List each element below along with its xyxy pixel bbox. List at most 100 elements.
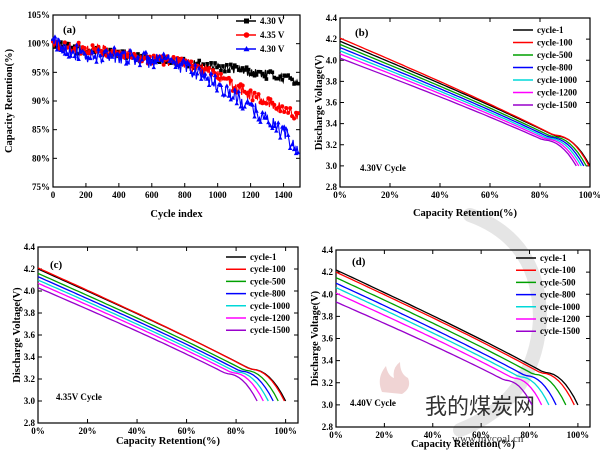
data-point [151,65,156,70]
data-point [292,116,297,121]
x-tick-label: 0 [51,190,56,200]
data-point [274,128,279,133]
data-point [153,60,158,65]
x-tick-label: 20% [375,430,393,440]
x-tick-label: 20% [79,426,97,436]
data-point [284,74,288,78]
data-point [167,58,172,63]
data-point [258,119,263,124]
data-point [155,58,160,63]
y-tick-label: 3.2 [326,140,338,150]
panel-label: (a) [63,24,76,36]
data-point [292,82,296,86]
x-tick-label: 0% [329,430,343,440]
series-line [335,277,567,406]
data-point [64,52,70,57]
data-point [280,77,285,82]
data-point [214,88,220,93]
data-point [238,104,243,109]
data-point [108,51,113,56]
data-point [212,73,218,78]
data-point [242,68,247,72]
data-point [74,42,79,47]
legend-label: cycle-1000 [540,302,580,312]
legend-label: cycle-1200 [540,314,580,324]
data-point [161,51,166,56]
series-line [37,279,269,402]
data-point [232,63,237,67]
data-point [282,109,287,114]
data-point [244,65,249,70]
data-point [218,71,223,76]
data-point [102,45,107,50]
data-point [232,87,237,92]
x-tick-label: 40% [431,190,449,200]
data-point [201,62,205,66]
series-line [339,53,580,167]
data-point [123,61,129,66]
x-tick-label: 1400 [275,190,294,200]
cycle-annotation: 4.40V Cycle [350,398,396,408]
series-line [37,282,264,402]
data-point [53,45,57,49]
data-point [90,50,95,55]
data-point [56,37,62,42]
data-point [296,81,300,86]
data-point [159,57,164,62]
y-tick-label: 3.6 [326,98,338,108]
y-tick-label: 4.2 [326,34,338,44]
legend-label: cycle-100 [537,38,573,48]
data-point [92,50,97,54]
series-line [339,50,582,167]
x-tick-label: 60% [481,190,499,200]
data-point [276,105,281,110]
data-point [236,89,241,94]
data-point [252,114,257,119]
data-point [125,60,131,65]
x-axis-label: Capacity Retention(%) [116,436,221,447]
x-axis-label: Cycle index [150,209,203,220]
legend-label: cycle-1500 [250,325,290,335]
data-point [199,76,204,81]
data-point [264,115,269,120]
legend-label: cycle-1 [540,253,567,263]
data-point [50,36,56,41]
data-point [282,73,286,78]
data-point [246,67,251,72]
data-point [136,52,140,56]
data-point [221,64,225,68]
data-point [100,58,105,63]
data-point [268,69,273,73]
x-tick-label: 800 [178,190,192,200]
data-point [209,61,213,65]
series-line [37,276,274,402]
data-point [108,47,113,52]
data-point [129,52,135,57]
data-point [225,63,229,67]
data-point [252,73,257,78]
x-tick-label: 0% [31,426,45,436]
y-tick-label: 3.0 [326,161,338,171]
legend-label: cycle-800 [537,63,573,73]
data-point [270,125,275,130]
data-point [234,64,239,69]
data-point [280,104,285,109]
data-point [224,83,230,88]
data-point [213,71,218,76]
legend-label: cycle-1500 [537,100,577,110]
legend-label: cycle-100 [250,264,286,274]
data-point [272,123,277,128]
legend-label: cycle-1 [250,252,277,262]
data-point [231,65,235,70]
series-line [339,57,577,167]
data-point [157,53,162,58]
y-tick-label: 4.4 [326,13,338,23]
series-line [339,43,587,167]
data-point [127,47,133,52]
data-point [171,59,176,64]
data-point [264,77,269,81]
data-point [157,60,162,65]
y-axis-label: Discharge Voltage(V) [310,290,321,386]
data-point [110,54,115,59]
data-point [133,57,139,62]
